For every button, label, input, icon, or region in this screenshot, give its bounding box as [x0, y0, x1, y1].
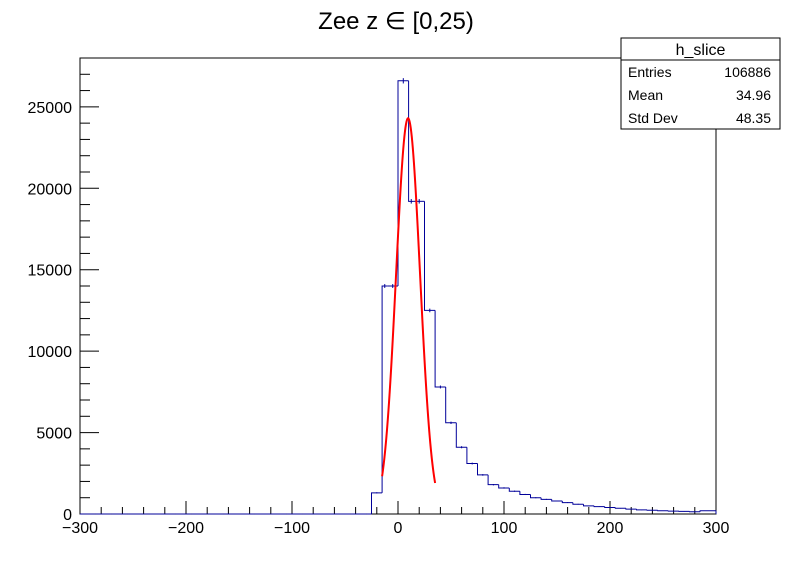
stats-entries-label: Entries: [628, 64, 672, 80]
x-tick-label: −200: [168, 520, 204, 537]
y-tick-label: 0: [63, 507, 72, 524]
y-tick-label: 15000: [28, 263, 73, 280]
x-tick-label: −100: [274, 520, 310, 537]
stats-stddev-value: 48.35: [736, 110, 771, 126]
stats-entries-value: 106886: [724, 64, 771, 80]
x-tick-label: 0: [394, 520, 403, 537]
stats-mean-label: Mean: [628, 87, 663, 103]
stats-box-title: h_slice: [676, 42, 726, 59]
y-tick-label: 5000: [36, 426, 72, 443]
y-tick-label: 10000: [28, 344, 73, 361]
stats-stddev-label: Std Dev: [628, 110, 678, 126]
stats-mean-value: 34.96: [736, 87, 771, 103]
x-tick-label: 200: [597, 520, 624, 537]
x-tick-label: 100: [491, 520, 518, 537]
y-tick-label: 20000: [28, 181, 73, 198]
y-tick-label: 25000: [28, 100, 73, 117]
x-tick-label: 300: [703, 520, 730, 537]
stats-box: h_slice Entries 106886 Mean 34.96 Std De…: [621, 38, 780, 129]
chart-title: Zee z ∈ [0,25): [318, 8, 474, 35]
